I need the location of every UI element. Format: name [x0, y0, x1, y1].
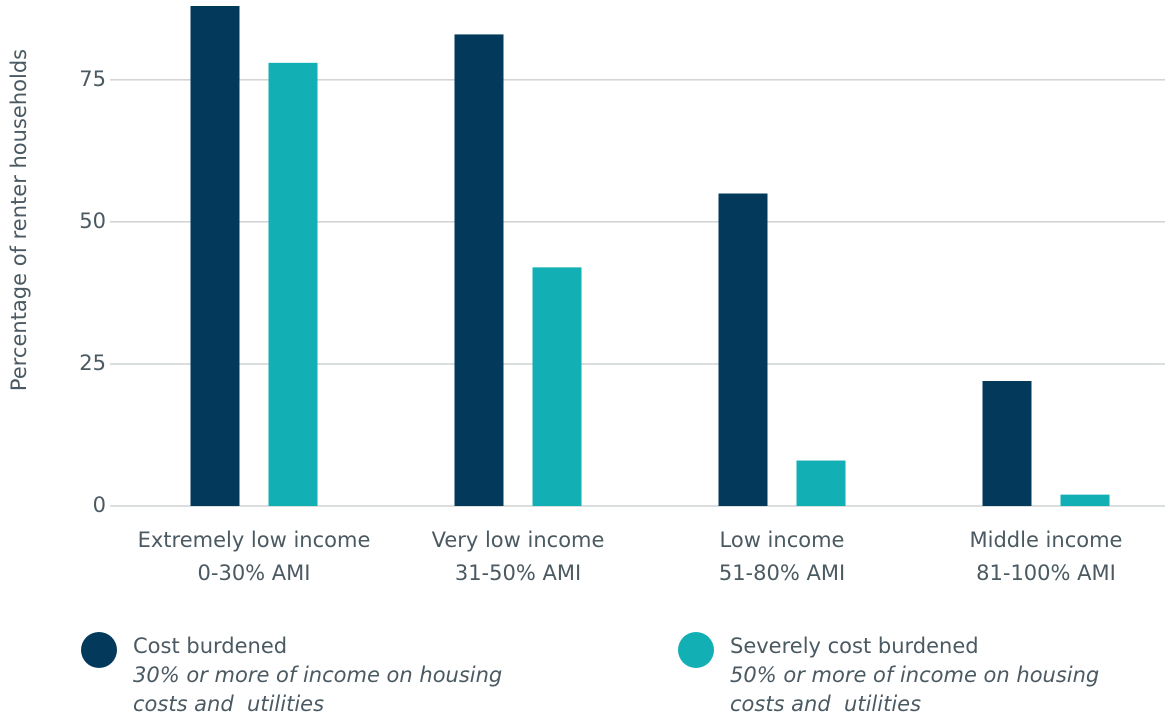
x-tick-label: 31-50% AMI [455, 561, 581, 585]
legend-label: Severely cost burdened [730, 634, 979, 658]
x-tick-label: Extremely low income [138, 528, 371, 552]
bar [268, 62, 318, 507]
bar [796, 460, 846, 506]
x-tick-label: Middle income [970, 528, 1123, 552]
x-tick-label: 81-100% AMI [976, 561, 1116, 585]
bar [982, 381, 1032, 506]
y-tick-label: 25 [79, 351, 106, 375]
y-axis-label: Percentage of renter households [7, 49, 31, 391]
x-tick-label: 0-30% AMI [198, 561, 311, 585]
y-tick-label: 50 [79, 209, 106, 233]
x-tick-label: Low income [720, 528, 845, 552]
bar [1060, 494, 1110, 506]
legend-item: Severely cost burdened 50% or more of inc… [678, 632, 1150, 719]
y-tick-label: 0 [93, 493, 106, 517]
bar [532, 267, 582, 506]
x-tick-label: 51-80% AMI [719, 561, 845, 585]
legend-description: 30% or more of income on housing costs a… [133, 663, 509, 716]
legend-label: Cost burdened [133, 634, 288, 658]
legend-swatch [81, 632, 117, 668]
legend-description: 50% or more of income on housing costs a… [730, 663, 1106, 716]
bar [454, 34, 504, 507]
y-tick-label: 75 [79, 67, 106, 91]
legend-item: Cost burdened 30% or more of income on ho… [81, 632, 553, 719]
bar [190, 6, 240, 506]
bar [718, 193, 768, 506]
x-tick-label: Very low income [432, 528, 605, 552]
legend-swatch [678, 632, 714, 668]
